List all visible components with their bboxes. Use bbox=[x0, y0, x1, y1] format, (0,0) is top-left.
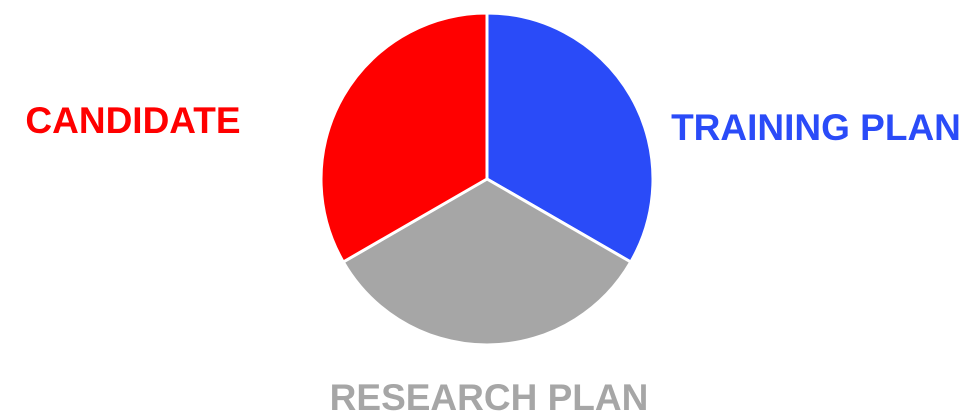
pie-slice-training-plan bbox=[485, 11, 655, 264]
pie-slices bbox=[319, 11, 655, 347]
pie-slice-candidate bbox=[319, 11, 489, 264]
slice-label-candidate: CANDIDATE bbox=[25, 100, 240, 141]
pie-labels: TRAINING PLAN RESEARCH PLAN CANDIDATE bbox=[25, 100, 960, 418]
slice-label-training-plan: TRAINING PLAN bbox=[671, 107, 961, 148]
slice-label-research-plan: RESEARCH PLAN bbox=[330, 377, 649, 418]
pie-slice-research-plan bbox=[341, 177, 633, 347]
